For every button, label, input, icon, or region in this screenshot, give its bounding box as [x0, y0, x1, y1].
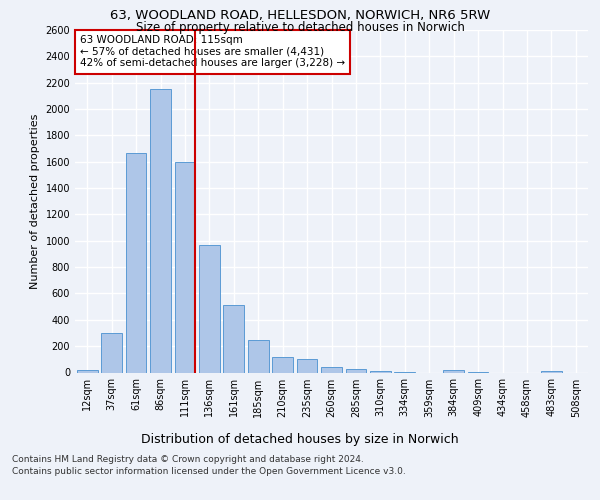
Text: Contains HM Land Registry data © Crown copyright and database right 2024.: Contains HM Land Registry data © Crown c… — [12, 455, 364, 464]
Bar — [443, 370, 464, 372]
Bar — [296, 360, 317, 372]
Bar — [321, 366, 342, 372]
Text: 63, WOODLAND ROAD, HELLESDON, NORWICH, NR6 5RW: 63, WOODLAND ROAD, HELLESDON, NORWICH, N… — [110, 9, 490, 22]
Bar — [370, 371, 391, 372]
Bar — [101, 333, 122, 372]
Bar — [248, 340, 269, 372]
Bar — [150, 90, 171, 373]
Text: Distribution of detached houses by size in Norwich: Distribution of detached houses by size … — [141, 432, 459, 446]
Text: 63 WOODLAND ROAD: 115sqm
← 57% of detached houses are smaller (4,431)
42% of sem: 63 WOODLAND ROAD: 115sqm ← 57% of detach… — [80, 35, 345, 68]
Text: Size of property relative to detached houses in Norwich: Size of property relative to detached ho… — [136, 21, 464, 34]
Bar — [77, 370, 98, 372]
Bar — [346, 368, 367, 372]
Bar — [175, 162, 196, 372]
Bar — [223, 306, 244, 372]
Y-axis label: Number of detached properties: Number of detached properties — [30, 114, 40, 289]
Bar — [541, 370, 562, 372]
Bar — [125, 152, 146, 372]
Text: Contains public sector information licensed under the Open Government Licence v3: Contains public sector information licen… — [12, 467, 406, 476]
Bar — [199, 244, 220, 372]
Bar — [272, 356, 293, 372]
